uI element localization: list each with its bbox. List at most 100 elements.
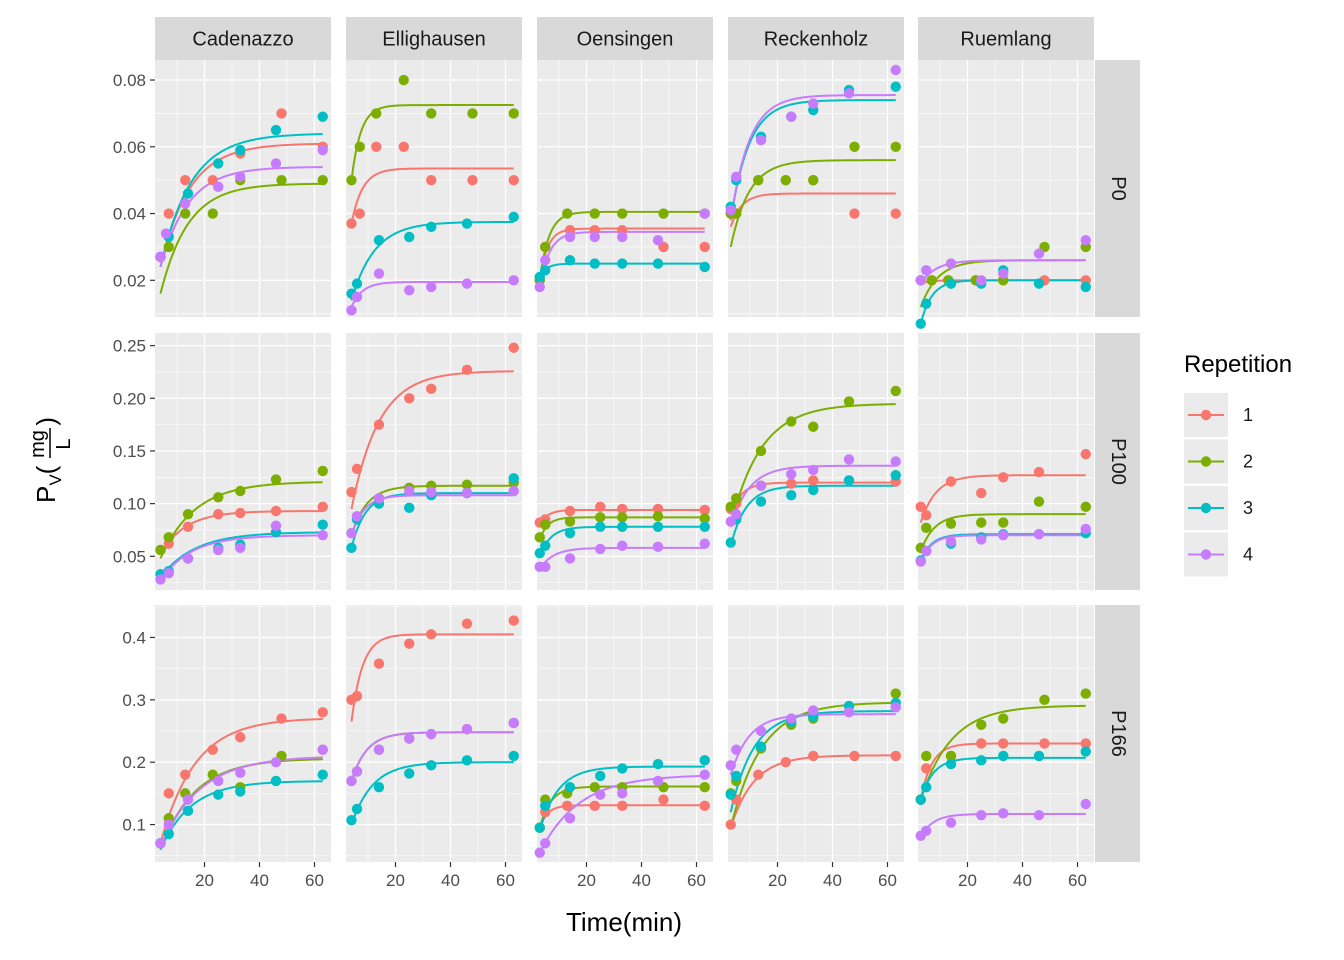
point-rep2 — [945, 750, 957, 762]
point-rep2 — [163, 241, 174, 253]
fit-line-rep1 — [729, 192, 896, 228]
point-rep1 — [508, 342, 519, 353]
point-rep4 — [843, 454, 855, 465]
point-rep4 — [921, 825, 932, 837]
row-strip-p100: P100 — [1095, 333, 1140, 590]
point-rep1 — [564, 505, 576, 517]
point-rep4 — [945, 258, 957, 269]
y-tick-label: 0.15 — [113, 442, 146, 461]
point-rep1 — [346, 218, 357, 229]
point-rep3 — [426, 221, 437, 233]
point-rep2 — [354, 141, 365, 152]
point-rep1 — [404, 638, 415, 649]
point-rep3 — [786, 490, 797, 501]
point-rep1 — [849, 208, 860, 219]
point-rep4 — [180, 198, 191, 209]
point-rep1 — [461, 618, 473, 629]
point-rep4 — [346, 527, 357, 539]
point-rep2 — [1080, 501, 1091, 512]
point-rep1 — [699, 800, 710, 812]
point-rep2 — [921, 522, 932, 534]
point-rep1 — [998, 472, 1009, 483]
point-rep2 — [317, 465, 328, 477]
point-rep3 — [373, 235, 385, 246]
point-rep1 — [652, 503, 664, 515]
point-rep4 — [213, 181, 224, 193]
point-rep4 — [270, 158, 282, 169]
point-rep4 — [786, 713, 797, 724]
point-rep1 — [346, 486, 357, 498]
point-rep2 — [276, 174, 287, 186]
point-rep1 — [276, 108, 287, 119]
point-rep3 — [731, 770, 742, 782]
point-rep2 — [849, 141, 860, 152]
point-rep4 — [182, 553, 194, 564]
point-rep4 — [182, 794, 194, 805]
fit-line-rep2 — [919, 513, 1086, 552]
panel-oensingen-p100 — [534, 333, 713, 590]
point-rep3 — [755, 741, 767, 752]
point-rep4 — [731, 171, 742, 183]
point-rep3 — [317, 111, 328, 122]
point-rep4 — [270, 520, 282, 531]
point-rep4 — [915, 556, 926, 567]
point-rep2 — [753, 174, 764, 186]
point-rep4 — [155, 574, 166, 585]
x-tick-label: 60 — [496, 871, 515, 890]
point-rep3 — [699, 521, 710, 532]
x-axis-reckenholz: 20 40 60 — [768, 862, 897, 890]
legend-point — [1200, 409, 1212, 421]
point-rep1 — [235, 732, 246, 743]
point-rep3 — [652, 758, 664, 770]
y-tick-label: 0.10 — [113, 495, 146, 514]
point-rep4 — [235, 542, 246, 554]
point-rep3 — [317, 519, 328, 530]
point-rep4 — [890, 702, 901, 713]
point-rep1 — [945, 476, 957, 487]
point-rep3 — [617, 521, 628, 532]
point-rep1 — [786, 478, 797, 489]
point-rep1 — [373, 658, 385, 669]
point-rep4 — [404, 733, 415, 744]
point-rep4 — [945, 817, 957, 828]
point-rep4 — [652, 775, 664, 787]
point-rep3 — [564, 527, 576, 539]
point-rep4 — [351, 511, 363, 522]
x-axis-oensingen: 20 40 60 — [577, 862, 706, 890]
point-rep2 — [976, 517, 987, 528]
strip-label-cadenazzo: Cadenazzo — [192, 29, 293, 51]
x-tick-label: 40 — [441, 871, 460, 890]
point-rep4 — [808, 464, 819, 476]
point-rep2 — [155, 544, 166, 556]
point-rep4 — [155, 838, 166, 849]
point-rep1 — [780, 756, 791, 768]
point-rep3 — [461, 755, 473, 766]
point-rep1 — [699, 504, 710, 516]
point-rep1 — [617, 503, 628, 515]
point-rep2 — [461, 479, 473, 490]
point-rep4 — [426, 728, 437, 740]
y-tick-label: 0.05 — [113, 547, 146, 566]
point-rep3 — [270, 775, 282, 787]
point-rep4 — [540, 255, 551, 266]
point-rep2 — [890, 688, 901, 699]
y-tick-label: 0.20 — [113, 389, 146, 408]
point-rep4 — [270, 756, 282, 768]
point-rep2 — [1039, 694, 1050, 706]
panel-ruemlang-p166 — [915, 605, 1094, 862]
point-rep1 — [976, 487, 987, 499]
legend-key-2: 2 — [1184, 439, 1253, 484]
point-rep1 — [276, 713, 287, 724]
point-rep3 — [843, 475, 855, 486]
y-tick-label: 0.08 — [113, 71, 146, 90]
point-rep4 — [731, 508, 742, 520]
point-rep2 — [564, 516, 576, 527]
point-rep4 — [699, 538, 710, 549]
point-rep1 — [398, 141, 409, 152]
legend-key-3: 3 — [1184, 486, 1253, 530]
point-rep4 — [534, 281, 545, 293]
point-rep4 — [346, 775, 357, 787]
svg-text:PV(): PV() — [31, 417, 65, 503]
point-rep4 — [998, 530, 1009, 541]
point-rep1 — [207, 744, 218, 755]
